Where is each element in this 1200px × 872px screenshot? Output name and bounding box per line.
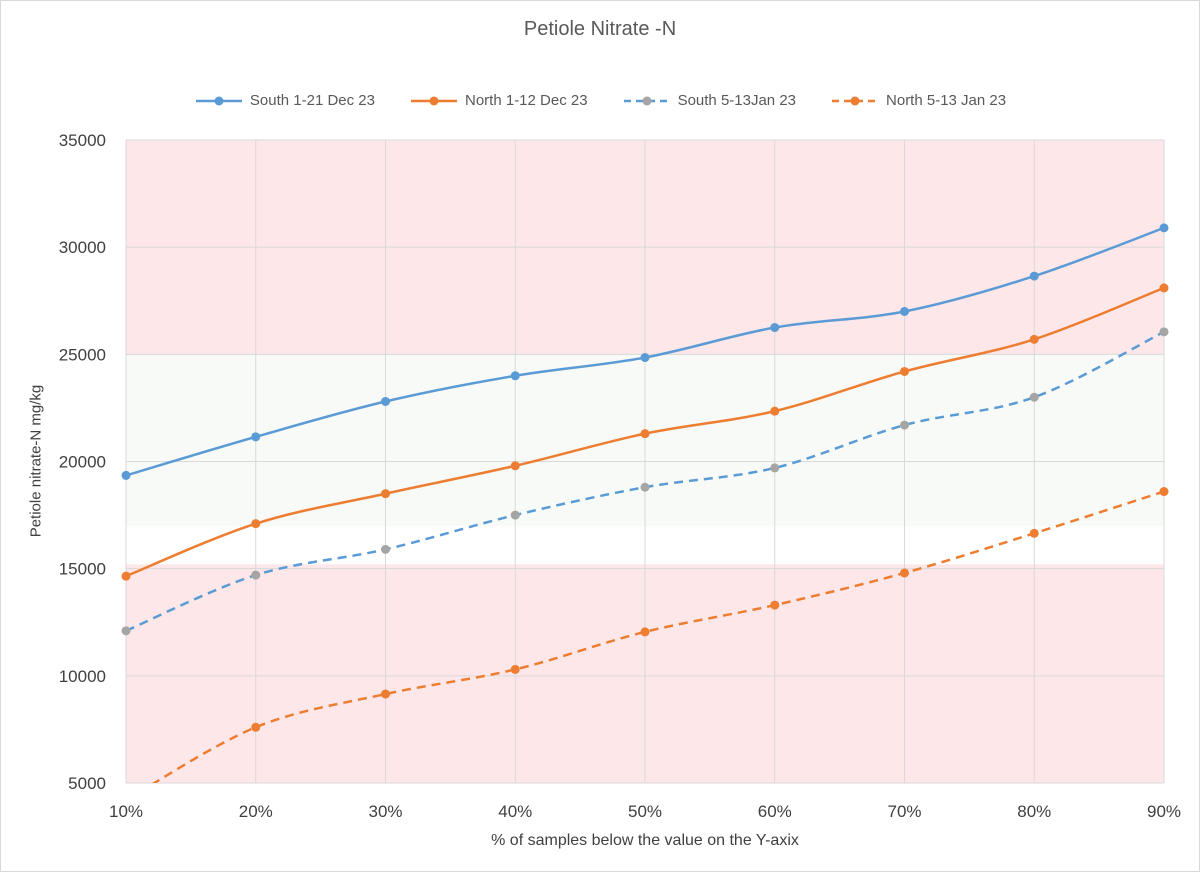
y-tick-label-0: 5000 bbox=[68, 774, 106, 793]
x-tick-label-2: 30% bbox=[368, 802, 402, 821]
series-3-point-5 bbox=[770, 600, 780, 610]
series-3-point-3 bbox=[510, 664, 520, 674]
series-2-point-8 bbox=[1159, 327, 1169, 337]
series-1-point-8 bbox=[1159, 283, 1169, 293]
y-tick-label-6: 35000 bbox=[59, 131, 106, 150]
series-0-point-8 bbox=[1159, 223, 1169, 233]
series-0-point-2 bbox=[381, 396, 390, 406]
series-2-point-7 bbox=[1029, 392, 1039, 402]
series-3-point-6 bbox=[900, 568, 909, 578]
legend-item-0: South 1-21 Dec 23 bbox=[194, 92, 375, 109]
y-tick-label-1: 10000 bbox=[59, 667, 106, 686]
chart-title: Petiole Nitrate -N bbox=[523, 18, 677, 40]
series-2-point-6 bbox=[900, 420, 909, 430]
y-tick-label-2: 15000 bbox=[59, 560, 106, 579]
series-1-point-2 bbox=[381, 489, 390, 499]
series-1-point-6 bbox=[900, 366, 909, 376]
y-tick-label-3: 20000 bbox=[59, 453, 106, 472]
series-2-point-3 bbox=[510, 510, 520, 520]
series-1-point-4 bbox=[640, 429, 650, 439]
legend-item-3: North 5-13 Jan 23 bbox=[830, 92, 1006, 109]
legend-item-2: South 5-13Jan 23 bbox=[622, 92, 796, 109]
series-line-3 bbox=[152, 490, 1165, 783]
series-2-point-1 bbox=[251, 570, 261, 580]
series-2-point-4 bbox=[640, 482, 650, 492]
series-1-point-0 bbox=[121, 571, 131, 581]
series-0-point-0 bbox=[121, 470, 131, 480]
series-0-point-6 bbox=[900, 306, 909, 316]
x-tick-label-7: 80% bbox=[1017, 802, 1051, 821]
series-3-point-2 bbox=[381, 689, 390, 699]
x-axis-label: % of samples below the value on the Y-ax… bbox=[491, 832, 799, 849]
y-tick-label-5: 30000 bbox=[59, 238, 106, 257]
series-0-point-5 bbox=[770, 323, 780, 333]
legend-label-1: North 1-12 Dec 23 bbox=[465, 92, 588, 109]
series-2-point-2 bbox=[381, 544, 390, 554]
series-0-point-7 bbox=[1029, 271, 1039, 281]
series-0-point-3 bbox=[510, 371, 520, 381]
series-3-point-7 bbox=[1029, 528, 1039, 538]
legend-swatch-1 bbox=[411, 96, 457, 105]
series-3-point-1 bbox=[251, 722, 261, 732]
x-tick-label-0: 10% bbox=[109, 802, 143, 821]
series-2-point-5 bbox=[770, 463, 780, 473]
x-tick-label-6: 70% bbox=[887, 802, 921, 821]
x-tick-label-8: 90% bbox=[1147, 802, 1181, 821]
legend-swatch-0 bbox=[195, 96, 242, 105]
x-tick-label-5: 60% bbox=[758, 802, 792, 821]
series-2-point-0 bbox=[121, 626, 131, 636]
series-1-point-3 bbox=[510, 461, 520, 471]
chart-legend: South 1-21 Dec 23 North 1-12 Dec 23 Sout… bbox=[0, 92, 1200, 109]
legend-item-1: North 1-12 Dec 23 bbox=[409, 92, 588, 109]
y-axis-label: Petiole nitrate-N mg/kg bbox=[27, 384, 45, 538]
legend-label-2: South 5-13Jan 23 bbox=[677, 92, 797, 109]
series-0-point-4 bbox=[640, 353, 650, 363]
series-3-point-4 bbox=[640, 627, 650, 637]
series-3-point-8 bbox=[1159, 487, 1169, 497]
legend-swatch-2 bbox=[623, 96, 670, 105]
series-1-point-1 bbox=[251, 519, 261, 529]
legend-label-3: North 5-13 Jan 23 bbox=[886, 92, 1007, 109]
legend-label-0: South 1-21 Dec 23 bbox=[249, 92, 375, 109]
series-1-point-7 bbox=[1029, 334, 1039, 344]
series-1-point-5 bbox=[770, 406, 780, 416]
x-tick-label-4: 50% bbox=[628, 802, 662, 821]
series-0-point-1 bbox=[251, 432, 261, 442]
legend-swatch-3 bbox=[832, 96, 879, 105]
x-tick-label-3: 40% bbox=[498, 802, 532, 821]
y-tick-label-4: 25000 bbox=[59, 345, 106, 364]
x-tick-label-1: 20% bbox=[239, 802, 273, 821]
